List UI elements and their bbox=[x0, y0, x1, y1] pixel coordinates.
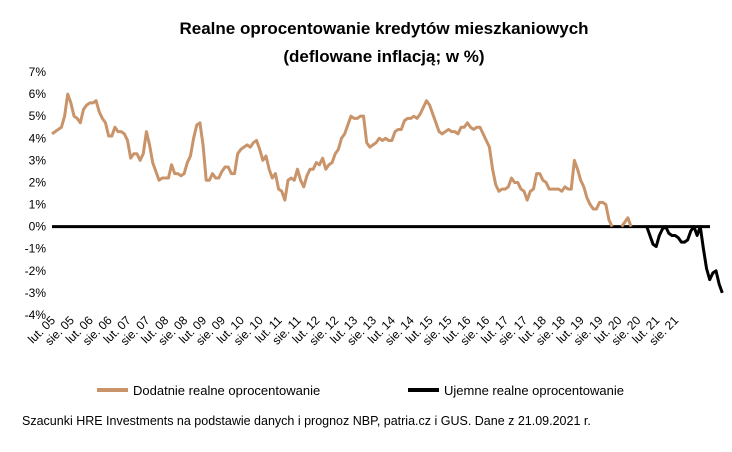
source-note: Szacunki HRE Investments na podstawie da… bbox=[22, 414, 591, 428]
series-line-negative bbox=[645, 225, 724, 294]
legend-label-positive: Dodatnie realne oprocentowanie bbox=[133, 383, 320, 398]
series-line-positive bbox=[51, 92, 633, 228]
chart-title-line1: Realne oprocentowanie kredytów mieszkani… bbox=[179, 19, 588, 38]
y-tick-label: 5% bbox=[29, 109, 47, 123]
y-axis-ticks: 7% 6% 5% 4% 3% 2% 1% 0% -1% -2% -3% -4% bbox=[25, 65, 47, 322]
y-tick-label: 2% bbox=[29, 175, 47, 189]
y-tick-label: 3% bbox=[29, 153, 47, 167]
y-tick-label: 4% bbox=[29, 131, 47, 145]
y-tick-label: -2% bbox=[25, 264, 47, 278]
legend-label-negative: Ujemne realne oprocentowanie bbox=[444, 383, 624, 398]
y-tick-label: -4% bbox=[25, 308, 47, 322]
y-tick-label: 1% bbox=[29, 198, 47, 212]
chart-title-line2: (deflowane inflacją; w %) bbox=[283, 47, 484, 66]
series-layer bbox=[51, 92, 724, 294]
y-tick-label: 7% bbox=[29, 65, 47, 79]
y-tick-label: 0% bbox=[29, 220, 47, 234]
y-tick-label: 6% bbox=[29, 87, 47, 101]
legend: Dodatnie realne oprocentowanie Ujemne re… bbox=[97, 383, 624, 398]
y-tick-label: -3% bbox=[25, 286, 47, 300]
y-tick-label: -1% bbox=[25, 242, 47, 256]
